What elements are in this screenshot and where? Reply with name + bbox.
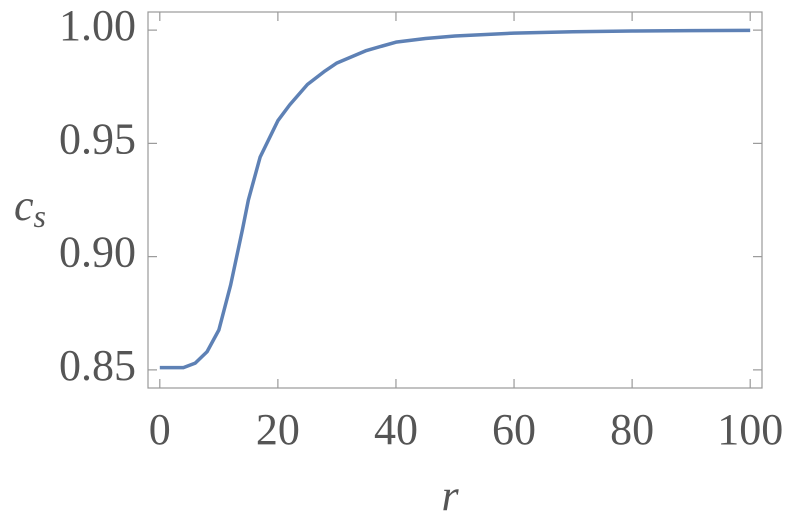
y-label-main: c: [14, 181, 34, 230]
plot-frame: [147, 11, 763, 389]
y-axis-label: cs: [14, 181, 46, 234]
y-tick-label: 1.00: [59, 1, 136, 50]
y-tick-label: 0.85: [59, 341, 136, 390]
x-tick-label: 80: [610, 405, 654, 454]
data-line: [159, 28, 751, 370]
x-tick-label: 100: [717, 405, 783, 454]
y-tick-label: 0.95: [59, 114, 136, 163]
x-tick-label: 40: [374, 405, 418, 454]
x-axis-label: r: [441, 471, 459, 520]
x-tick-label: 20: [256, 405, 300, 454]
x-tick-label: 60: [492, 405, 536, 454]
y-tick-label: 0.90: [59, 228, 136, 277]
y-label-sub: s: [34, 198, 46, 234]
x-tick-label: 0: [149, 405, 171, 454]
